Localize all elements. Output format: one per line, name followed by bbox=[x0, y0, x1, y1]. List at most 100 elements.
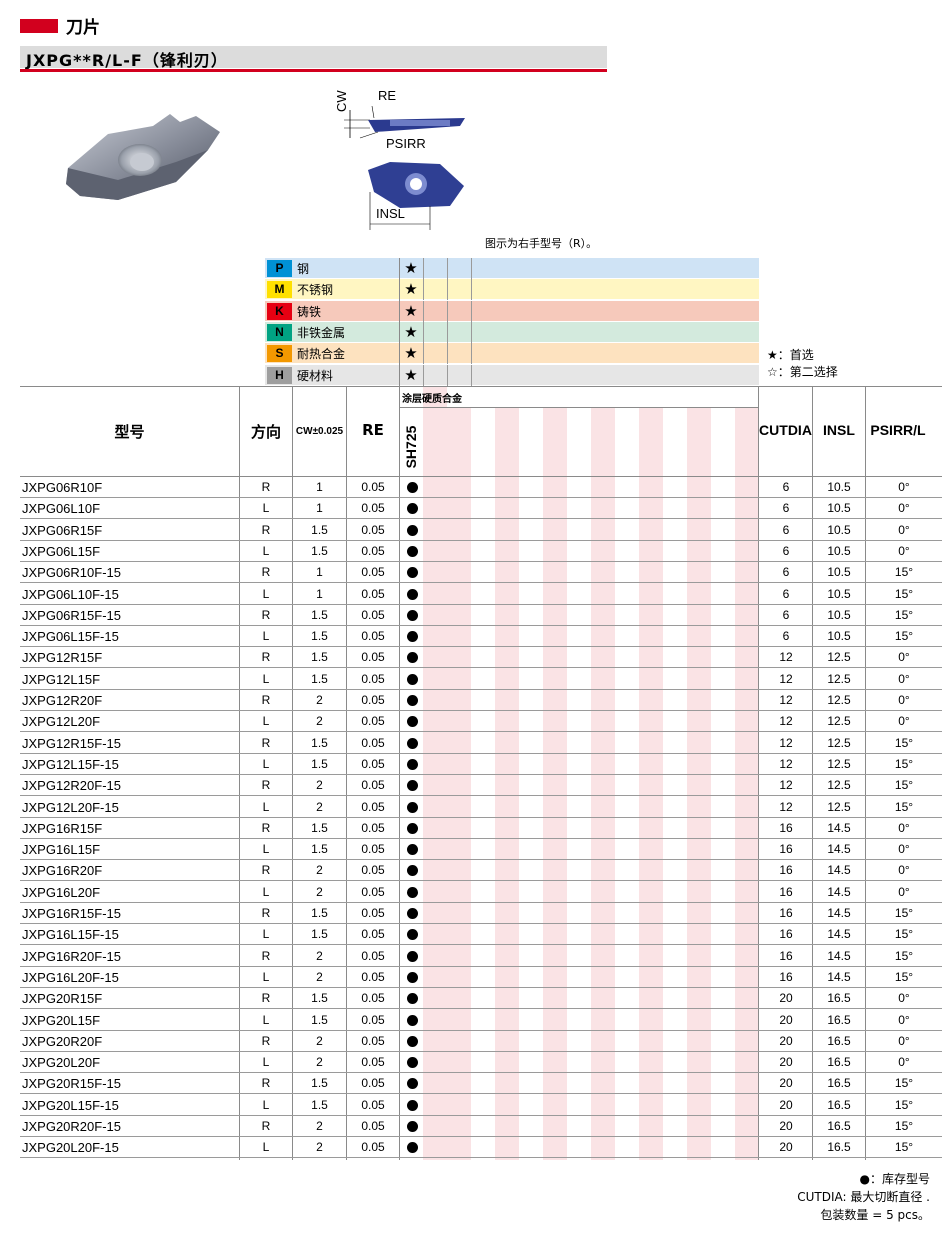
cell-cutdia: 20 bbox=[779, 991, 793, 1006]
cell-model: JXPG12R15F-15 bbox=[22, 735, 121, 751]
cell-psirr: 0° bbox=[898, 991, 910, 1006]
legend-preferred: ★：首选 bbox=[767, 348, 814, 362]
material-row-n: N 非铁金属 ★ bbox=[265, 321, 759, 343]
stock-dot-icon bbox=[400, 502, 424, 515]
cell-re: 0.05 bbox=[361, 1097, 385, 1112]
cell-cw: 2 bbox=[316, 1140, 323, 1155]
cell-cw: 2 bbox=[316, 884, 323, 899]
material-divider bbox=[447, 343, 448, 365]
material-rating-star: ★ bbox=[404, 366, 418, 384]
cell-cw: 2 bbox=[316, 693, 323, 707]
cell-re: 0.05 bbox=[361, 778, 385, 793]
stock-dot-icon bbox=[400, 566, 424, 579]
cell-direction: L bbox=[262, 1097, 270, 1112]
cell-insl: 10.5 bbox=[827, 607, 851, 622]
cell-cutdia: 16 bbox=[779, 842, 793, 857]
material-rating-star: ★ bbox=[404, 302, 418, 320]
table-top-rule bbox=[20, 386, 942, 387]
cell-insl: 14.5 bbox=[827, 820, 851, 835]
cell-psirr: 15° bbox=[894, 629, 914, 644]
table-header-rule bbox=[20, 476, 942, 477]
header-re: RE bbox=[362, 421, 384, 439]
material-name: 不锈钢 bbox=[297, 283, 334, 298]
cell-model: JXPG12L20F bbox=[22, 714, 101, 730]
cell-re: 0.05 bbox=[361, 586, 385, 601]
cell-model: JXPG06L10F-15 bbox=[22, 586, 119, 602]
cell-psirr: 15° bbox=[894, 1076, 914, 1091]
cell-insl: 10.5 bbox=[827, 522, 851, 537]
table-row: JXPG16R15F-15 R 1.5 0.05 16 14.5 15° bbox=[20, 903, 942, 924]
cell-cw: 2 bbox=[316, 969, 323, 984]
diagram-caption: 图示为右手型号（R）。 bbox=[485, 237, 598, 250]
cell-insl: 14.5 bbox=[827, 948, 851, 963]
grade-column-band bbox=[687, 408, 711, 1160]
cell-insl: 16.5 bbox=[827, 1140, 851, 1155]
cell-cutdia: 6 bbox=[782, 543, 790, 558]
cell-direction: L bbox=[262, 629, 270, 644]
stock-dot-icon bbox=[400, 801, 424, 814]
stock-dot-icon bbox=[400, 1099, 424, 1112]
stock-dot-icon bbox=[400, 843, 424, 856]
cell-model: JXPG12R20F bbox=[22, 693, 103, 708]
material-code-badge: M bbox=[267, 281, 292, 299]
cell-re: 0.05 bbox=[361, 906, 385, 920]
cell-model: JXPG20L20F-15 bbox=[22, 1140, 119, 1156]
material-row-m: M 不锈钢 ★ bbox=[265, 279, 759, 301]
cell-model: JXPG12R15F bbox=[22, 650, 103, 666]
footnote-packing: 包装数量 = 5 pcs。 bbox=[820, 1208, 930, 1222]
cell-cutdia: 6 bbox=[782, 480, 790, 494]
table-row: JXPG06L10F-15 L 1 0.05 6 10.5 15° bbox=[20, 584, 942, 605]
cell-direction: L bbox=[262, 671, 270, 686]
material-row-h: H 硬材料 ★ bbox=[265, 364, 759, 386]
cell-cw: 2 bbox=[316, 714, 323, 729]
stock-dot-icon bbox=[400, 651, 424, 664]
table-row: JXPG12L20F-15 L 2 0.05 12 12.5 15° bbox=[20, 797, 942, 818]
cell-cw: 2 bbox=[316, 799, 323, 814]
cell-cutdia: 20 bbox=[779, 1097, 793, 1112]
material-divider bbox=[471, 343, 472, 365]
material-row-p: P 钢 ★ bbox=[265, 258, 759, 279]
cell-direction: R bbox=[261, 863, 271, 878]
cell-model: JXPG20L15F-15 bbox=[22, 1097, 119, 1113]
material-divider bbox=[447, 279, 448, 301]
cell-cw: 2 bbox=[316, 778, 323, 793]
cell-re: 0.05 bbox=[361, 756, 385, 771]
insert-photo bbox=[66, 114, 220, 200]
material-divider bbox=[423, 321, 424, 343]
cell-model: JXPG16L15F bbox=[22, 842, 101, 858]
cell-cw: 1.5 bbox=[311, 735, 328, 750]
cell-insl: 16.5 bbox=[827, 1012, 851, 1027]
section-marker bbox=[20, 19, 58, 33]
cell-model: JXPG16L20F-15 bbox=[22, 969, 119, 985]
cell-cw: 1.5 bbox=[311, 1012, 328, 1027]
cell-direction: R bbox=[261, 693, 271, 707]
cell-cutdia: 16 bbox=[779, 863, 793, 878]
cell-re: 0.05 bbox=[361, 991, 385, 1006]
cell-psirr: 0° bbox=[898, 1012, 910, 1027]
stock-dot-icon bbox=[400, 758, 424, 771]
cell-psirr: 15° bbox=[894, 799, 914, 814]
cell-psirr: 0° bbox=[898, 650, 910, 665]
cell-cutdia: 12 bbox=[779, 756, 793, 771]
cell-direction: L bbox=[262, 927, 270, 942]
cell-cutdia: 20 bbox=[779, 1140, 793, 1155]
cell-psirr: 15° bbox=[894, 565, 914, 580]
cell-cw: 1.5 bbox=[311, 1097, 328, 1112]
cell-direction: L bbox=[262, 501, 270, 516]
col-divider bbox=[812, 386, 813, 1160]
cell-insl: 12.5 bbox=[827, 650, 851, 665]
legend-second-choice: ☆：第二选择 bbox=[767, 365, 838, 379]
cell-insl: 10.5 bbox=[827, 543, 851, 558]
cell-psirr: 15° bbox=[894, 756, 914, 771]
stock-dot-icon bbox=[400, 1141, 424, 1154]
material-divider bbox=[423, 343, 424, 365]
cell-psirr: 15° bbox=[894, 948, 914, 963]
cell-cutdia: 6 bbox=[782, 565, 790, 580]
grade-label: SH725 bbox=[400, 418, 422, 476]
stock-dot-icon bbox=[400, 907, 424, 920]
col-divider bbox=[239, 386, 240, 1160]
stock-dot-icon bbox=[400, 694, 424, 707]
cell-psirr: 15° bbox=[894, 586, 914, 601]
cell-insl: 12.5 bbox=[827, 714, 851, 729]
cell-cutdia: 16 bbox=[779, 820, 793, 835]
